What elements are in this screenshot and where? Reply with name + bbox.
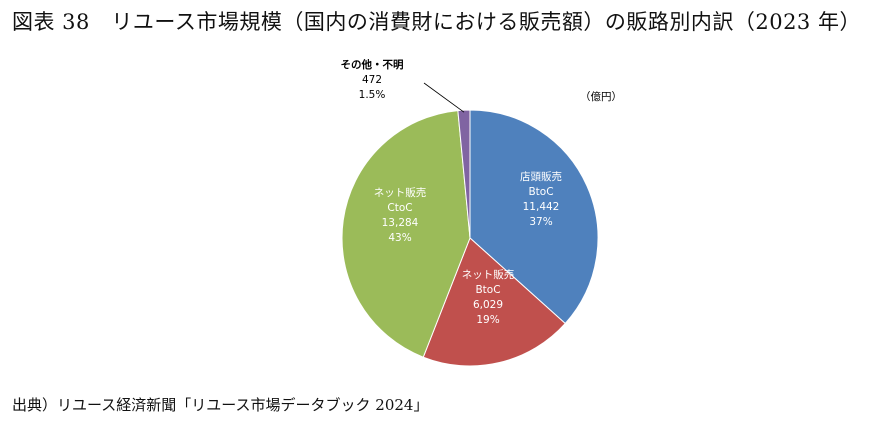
slice-label: ネット販売 — [462, 268, 515, 281]
slice-label: 1.5% — [359, 89, 386, 101]
slice-label: 472 — [362, 74, 382, 86]
unit-label: （億円） — [580, 90, 622, 103]
leader-line — [423, 82, 465, 113]
slice-label: 13,284 — [382, 217, 419, 229]
pie-slice — [469, 109, 599, 325]
pie-slice — [422, 237, 566, 367]
slice-label: ネット販売 — [374, 186, 427, 199]
slice-label: 37% — [529, 216, 552, 228]
figure-source: 出典）リユース経済新聞「リユース市場データブック 2024」 — [12, 396, 429, 414]
pie-slice — [341, 110, 471, 358]
slice-label: 19% — [476, 314, 499, 326]
slice-label: 11,442 — [523, 201, 560, 213]
slice-label: BtoC — [475, 284, 500, 296]
slice-label: BtoC — [528, 186, 553, 198]
slice-label: 43% — [388, 232, 411, 244]
figure-title: 図表 38 リユース市場規模（国内の消費財における販売額）の販路別内訳（2023… — [12, 10, 861, 34]
pie-slice — [457, 109, 471, 239]
slice-label: 6,029 — [473, 299, 503, 311]
slice-label: CtoC — [387, 202, 412, 214]
slice-label: 店頭販売 — [520, 170, 562, 183]
slice-label: その他・不明 — [341, 58, 404, 71]
